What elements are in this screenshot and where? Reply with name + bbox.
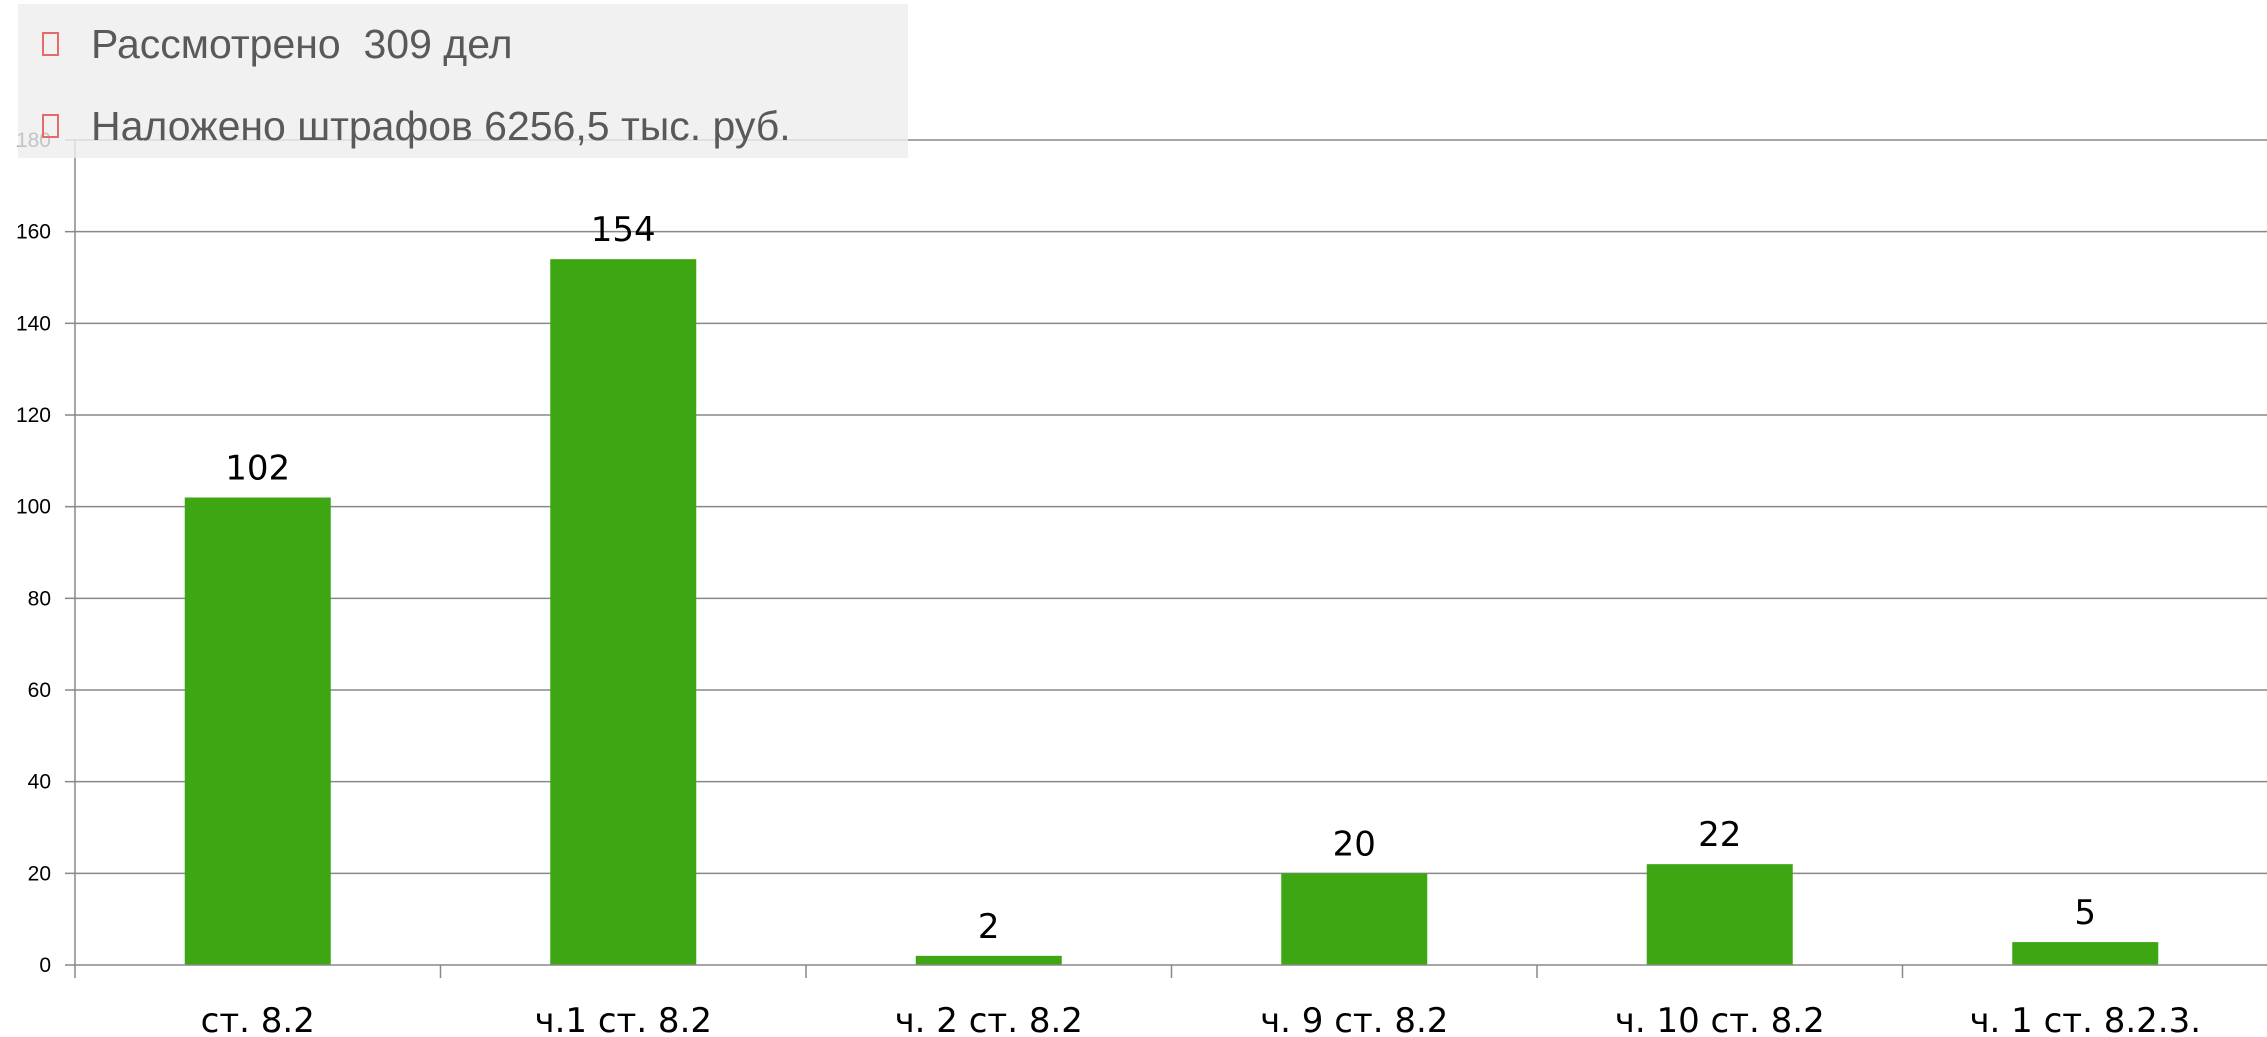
y-tick-labels: 020406080100120140160180	[16, 129, 51, 977]
data-label: 5	[2074, 893, 2096, 933]
summary-item: Наложено штрафов 6256,5 тыс. руб.	[42, 96, 791, 156]
bars	[184, 259, 2159, 966]
y-tick-label: 120	[16, 404, 51, 427]
y-tick-label: 160	[16, 221, 51, 244]
y-tick-label: 140	[16, 312, 51, 335]
x-tick-label: ч. 9 ст. 8.2	[1260, 1001, 1448, 1037]
summary-item: Рассмотрено 309 дел	[42, 14, 513, 74]
x-tick-label: ч. 2 ст. 8.2	[895, 1001, 1083, 1037]
y-tick-label: 100	[16, 496, 51, 519]
x-tick-label: ч. 1 ст. 8.2.3.	[1969, 1001, 2201, 1037]
bar	[184, 497, 331, 965]
bar	[1281, 873, 1428, 965]
checkbox-outline-icon	[42, 114, 59, 138]
bar	[2012, 942, 2159, 965]
bar	[1646, 864, 1793, 965]
bar	[550, 259, 697, 966]
data-label: 20	[1333, 824, 1376, 864]
data-label: 102	[225, 449, 290, 489]
axes	[65, 139, 2267, 978]
summary-text: Наложено штрафов 6256,5 тыс. руб.	[91, 102, 791, 149]
x-tick-label: ст. 8.2	[201, 1001, 315, 1037]
x-tick-label: ч. 10 ст. 8.2	[1615, 1001, 1825, 1037]
checkbox-outline-icon	[42, 32, 59, 56]
bar	[915, 955, 1062, 965]
x-tick-label: ч.1 ст. 8.2	[534, 1001, 712, 1037]
summary-panel: Рассмотрено 309 дел Наложено штрафов 625…	[18, 4, 908, 158]
y-tick-label: 60	[28, 679, 51, 702]
data-label: 22	[1698, 815, 1741, 855]
y-tick-label: 0	[39, 954, 51, 977]
y-tick-label: 40	[28, 771, 51, 794]
summary-text: Рассмотрено 309 дел	[91, 20, 513, 67]
data-label: 154	[591, 210, 656, 250]
y-tick-label: 20	[28, 862, 51, 885]
data-label: 2	[978, 907, 1000, 947]
x-tick-labels: ст. 8.2 ч.1 ст. 8.2 ч. 2 ст. 8.2 ч. 9 ст. 8…	[201, 1001, 2201, 1037]
data-labels: 102 154 2 20 22 5	[225, 210, 2096, 947]
y-tick-label: 80	[28, 587, 51, 610]
gridlines	[75, 139, 2267, 875]
